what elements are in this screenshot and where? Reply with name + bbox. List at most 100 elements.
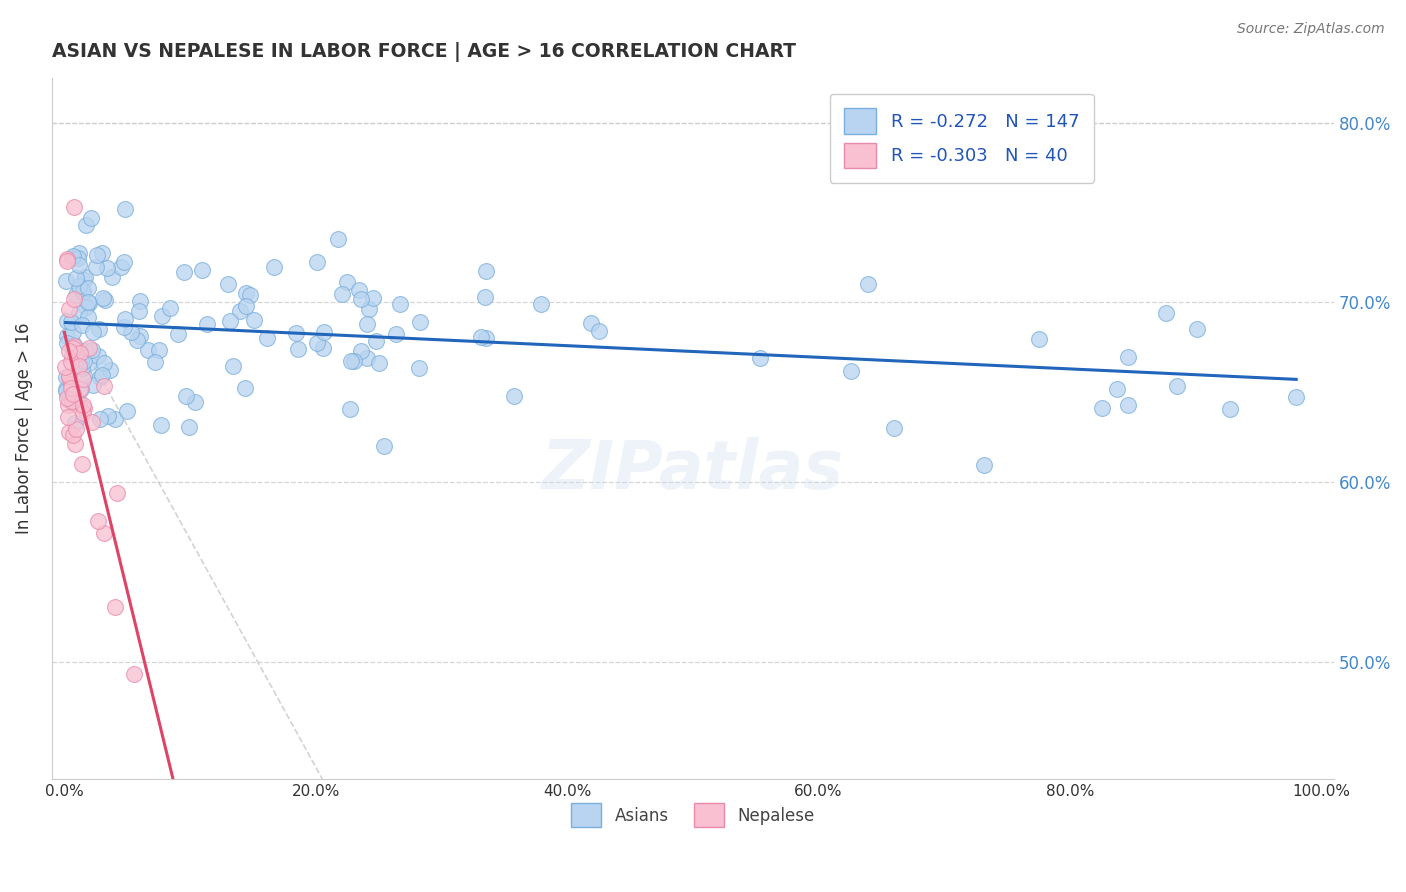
Point — [62, 325, 84, 339]
Point — [58, 409, 80, 424]
Point — [69, 382, 91, 396]
Point — [474, 331, 496, 345]
Point — [73, 401, 96, 415]
Point — [75, 300, 97, 314]
Point — [128, 329, 150, 343]
Point — [72, 372, 94, 386]
Point — [195, 317, 218, 331]
Point — [70, 355, 93, 369]
Point — [63, 436, 86, 450]
Point — [73, 273, 96, 287]
Point — [112, 320, 135, 334]
Point — [349, 283, 371, 297]
Point — [86, 248, 108, 262]
Point — [1166, 379, 1188, 393]
Point — [110, 260, 132, 274]
Point — [73, 354, 96, 368]
Point — [63, 416, 86, 430]
Point — [385, 326, 408, 341]
Point — [1116, 351, 1139, 365]
Point — [97, 409, 120, 423]
Y-axis label: In Labor Force | Age > 16: In Labor Force | Age > 16 — [15, 323, 32, 534]
Point — [122, 667, 145, 681]
Point — [93, 379, 115, 393]
Point — [1285, 390, 1308, 404]
Point — [66, 251, 89, 265]
Point — [349, 343, 371, 358]
Point — [235, 285, 257, 300]
Point — [91, 291, 114, 305]
Point — [114, 202, 136, 216]
Point — [60, 252, 83, 266]
Point — [93, 356, 115, 370]
Point — [80, 343, 103, 358]
Point — [343, 354, 366, 368]
Point — [67, 279, 90, 293]
Point — [75, 219, 97, 233]
Point — [330, 286, 353, 301]
Point — [60, 349, 83, 363]
Point — [243, 312, 266, 326]
Point — [56, 252, 79, 267]
Point — [366, 334, 388, 349]
Point — [62, 386, 84, 401]
Point — [58, 370, 80, 384]
Point — [176, 389, 198, 403]
Point — [77, 342, 100, 356]
Point — [179, 420, 201, 434]
Point — [357, 301, 380, 316]
Point — [76, 310, 98, 325]
Point — [229, 303, 252, 318]
Point — [87, 349, 110, 363]
Point — [138, 343, 160, 358]
Point — [93, 293, 115, 307]
Point — [361, 291, 384, 305]
Point — [312, 341, 335, 355]
Point — [72, 398, 94, 412]
Point — [72, 406, 94, 420]
Point — [59, 355, 82, 369]
Point — [748, 351, 770, 365]
Point — [91, 368, 114, 382]
Point — [367, 356, 389, 370]
Point — [256, 331, 278, 345]
Point — [70, 382, 93, 396]
Point — [62, 428, 84, 442]
Point — [588, 324, 610, 338]
Point — [1219, 401, 1241, 416]
Point — [104, 600, 127, 615]
Point — [87, 514, 110, 528]
Point — [127, 334, 149, 348]
Point — [55, 370, 77, 384]
Point — [120, 326, 142, 340]
Point — [72, 284, 94, 298]
Point — [973, 458, 995, 472]
Point — [72, 285, 94, 300]
Point — [1154, 306, 1177, 320]
Point — [84, 260, 107, 274]
Point — [60, 381, 83, 395]
Point — [475, 264, 498, 278]
Point — [239, 288, 262, 302]
Point — [128, 293, 150, 308]
Point — [72, 368, 94, 383]
Point — [233, 381, 256, 395]
Point — [55, 329, 77, 343]
Point — [115, 404, 138, 418]
Point — [55, 254, 77, 268]
Point — [58, 301, 80, 316]
Point — [114, 312, 136, 326]
Point — [474, 290, 496, 304]
Point — [128, 303, 150, 318]
Text: ZIPatlas: ZIPatlas — [541, 437, 844, 503]
Point — [55, 274, 77, 288]
Point — [73, 270, 96, 285]
Point — [72, 457, 94, 471]
Point — [56, 335, 79, 350]
Point — [65, 347, 87, 361]
Point — [87, 322, 110, 336]
Point — [389, 297, 412, 311]
Point — [191, 263, 214, 277]
Point — [305, 336, 328, 351]
Point — [75, 344, 97, 359]
